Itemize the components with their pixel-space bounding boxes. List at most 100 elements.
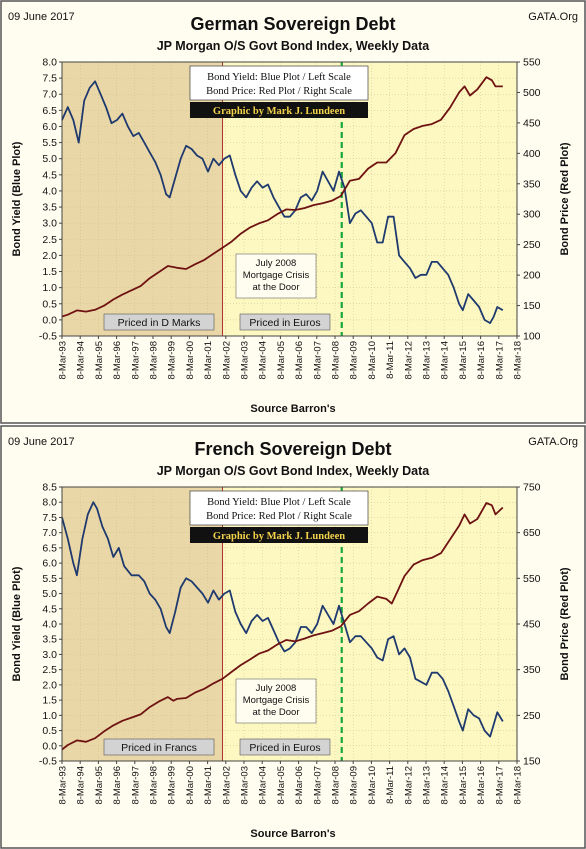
crisis-note-line: Mortgage Crisis bbox=[243, 695, 310, 706]
left-tick-label: 4.0 bbox=[42, 185, 57, 197]
x-tick-label: 8-Mar-07 bbox=[312, 766, 323, 805]
german-chart: 09 June 2017 GATA.Org German Sovereign Deb… bbox=[0, 0, 586, 424]
right-tick-label: 650 bbox=[523, 527, 541, 539]
x-tick-label: 8-Mar-09 bbox=[349, 766, 360, 805]
french-chart: 09 June 2017 GATA.Org French Sovereign Deb… bbox=[0, 425, 586, 849]
right-tick-label: 250 bbox=[523, 239, 541, 251]
plot-border bbox=[61, 61, 518, 337]
left-axis-title: Bond Yield (Blue Plot) bbox=[11, 141, 23, 256]
x-tick-label: 8-Mar-06 bbox=[294, 766, 305, 805]
region-label-box-2 bbox=[239, 313, 331, 331]
x-axis-title: Source Barron's bbox=[250, 828, 335, 840]
left-tick-label: 5.5 bbox=[42, 137, 57, 149]
chart-title: German Sovereign Debt bbox=[190, 14, 395, 34]
legend-line: Bond Price: Red Plot / Right Scale bbox=[206, 86, 352, 97]
left-tick-label: 4.5 bbox=[42, 603, 57, 615]
right-axis-title: Bond Price (Red Plot) bbox=[559, 142, 571, 255]
x-tick-label: 8-Mar-01 bbox=[203, 341, 214, 380]
left-tick-label: 7.5 bbox=[42, 512, 57, 524]
left-tick-label: 3.5 bbox=[42, 634, 57, 646]
bond-yield-line bbox=[61, 501, 504, 738]
crisis-note-line: at the Door bbox=[253, 707, 300, 718]
crisis-note-box bbox=[235, 678, 317, 724]
x-tick-label: 8-Mar-12 bbox=[403, 766, 414, 805]
region-label-box-1 bbox=[103, 738, 215, 756]
chart-subtitle: JP Morgan O/S Govt Bond Index, Weekly Da… bbox=[157, 39, 431, 53]
left-tick-label: 7.5 bbox=[42, 73, 57, 85]
left-tick-label: -0.5 bbox=[39, 756, 57, 768]
left-tick-label: 7.0 bbox=[42, 89, 57, 101]
x-tick-label: 8-Mar-11 bbox=[385, 341, 396, 379]
left-tick-label: 2.5 bbox=[42, 234, 57, 246]
region-label-box-2 bbox=[239, 738, 331, 756]
x-tick-label: 8-Mar-96 bbox=[112, 341, 123, 380]
x-tick-label: 8-Mar-07 bbox=[312, 341, 323, 380]
x-tick-label: 8-Mar-04 bbox=[258, 766, 269, 805]
x-tick-label: 8-Mar-05 bbox=[276, 341, 287, 380]
legend-line: Bond Price: Red Plot / Right Scale bbox=[206, 511, 352, 522]
right-tick-label: 150 bbox=[523, 300, 541, 312]
x-tick-label: 8-Mar-14 bbox=[440, 341, 451, 380]
left-tick-label: 5.5 bbox=[42, 573, 57, 585]
crisis-note-line: July 2008 bbox=[256, 258, 297, 269]
chart-date: 09 June 2017 bbox=[8, 11, 75, 23]
x-tick-label: 8-Mar-10 bbox=[367, 766, 378, 805]
right-tick-label: 450 bbox=[523, 117, 541, 129]
right-tick-label: 300 bbox=[523, 209, 541, 221]
chart-title: French Sovereign Debt bbox=[194, 439, 391, 459]
right-axis-title: Bond Price (Red Plot) bbox=[559, 567, 571, 680]
x-tick-label: 8-Mar-93 bbox=[58, 341, 69, 380]
x-tick-label: 8-Mar-97 bbox=[130, 766, 141, 805]
x-tick-label: 8-Mar-17 bbox=[494, 341, 505, 380]
left-tick-label: -0.5 bbox=[39, 331, 57, 343]
left-tick-label: 0.0 bbox=[42, 314, 57, 326]
credit-text: Graphic by Mark J. Lundeen bbox=[213, 531, 345, 542]
crisis-note-line: July 2008 bbox=[256, 683, 297, 694]
region-label-1: Priced in D Marks bbox=[118, 317, 201, 329]
legend-line: Bond Yield: Blue Plot / Left Scale bbox=[207, 72, 351, 83]
x-tick-label: 8-Mar-05 bbox=[276, 766, 287, 805]
left-tick-label: 4.0 bbox=[42, 619, 57, 631]
left-tick-label: 1.0 bbox=[42, 282, 57, 294]
crisis-note-line: at the Door bbox=[253, 282, 300, 293]
right-tick-label: 400 bbox=[523, 148, 541, 160]
credit-banner bbox=[190, 527, 368, 543]
x-tick-label: 8-Mar-99 bbox=[167, 766, 178, 805]
right-tick-label: 450 bbox=[523, 619, 541, 631]
left-tick-label: 2.0 bbox=[42, 679, 57, 691]
credit-text: Graphic by Mark J. Lundeen bbox=[213, 106, 345, 117]
right-tick-label: 150 bbox=[523, 756, 541, 768]
x-tick-label: 8-Mar-96 bbox=[112, 766, 123, 805]
left-tick-label: 0.0 bbox=[42, 740, 57, 752]
x-tick-label: 8-Mar-13 bbox=[422, 766, 433, 805]
region-label-1: Priced in Francs bbox=[121, 742, 197, 754]
left-tick-label: 0.5 bbox=[42, 298, 57, 310]
x-tick-label: 8-Mar-00 bbox=[185, 341, 196, 380]
bond-yield-line bbox=[61, 80, 504, 324]
left-tick-label: 1.5 bbox=[42, 695, 57, 707]
left-tick-label: 6.5 bbox=[42, 105, 57, 117]
right-tick-label: 250 bbox=[523, 710, 541, 722]
x-tick-label: 8-Mar-06 bbox=[294, 341, 305, 380]
french-chart-svg: 09 June 2017 GATA.Org French Sovereign Deb… bbox=[0, 425, 586, 849]
left-tick-label: 5.0 bbox=[42, 153, 57, 165]
right-tick-label: 550 bbox=[523, 573, 541, 585]
left-tick-label: 1.0 bbox=[42, 710, 57, 722]
right-tick-label: 350 bbox=[523, 178, 541, 190]
x-tick-label: 8-Mar-14 bbox=[440, 766, 451, 805]
x-tick-label: 8-Mar-08 bbox=[331, 766, 342, 805]
x-tick-label: 8-Mar-02 bbox=[221, 766, 232, 805]
x-tick-label: 8-Mar-15 bbox=[458, 341, 469, 380]
right-tick-label: 550 bbox=[523, 57, 541, 69]
left-tick-label: 3.0 bbox=[42, 649, 57, 661]
x-tick-label: 8-Mar-17 bbox=[494, 766, 505, 805]
x-tick-label: 8-Mar-03 bbox=[240, 766, 251, 805]
legend-line: Bond Yield: Blue Plot / Left Scale bbox=[207, 497, 351, 508]
x-tick-label: 8-Mar-00 bbox=[185, 766, 196, 805]
x-tick-label: 8-Mar-98 bbox=[149, 341, 160, 380]
x-tick-label: 8-Mar-95 bbox=[94, 766, 105, 805]
x-tick-label: 8-Mar-16 bbox=[476, 341, 487, 380]
right-tick-label: 500 bbox=[523, 87, 541, 99]
left-tick-label: 2.5 bbox=[42, 664, 57, 676]
right-tick-label: 750 bbox=[523, 482, 541, 494]
